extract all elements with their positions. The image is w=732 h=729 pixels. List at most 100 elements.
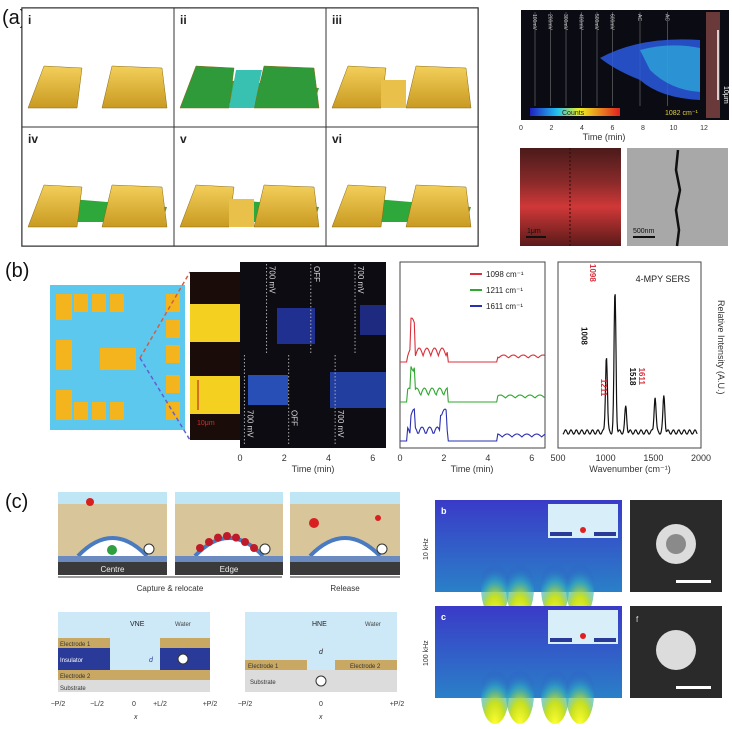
colorbar <box>530 108 620 116</box>
step-label: iii <box>332 13 342 27</box>
b-xtick: 4 <box>326 453 331 463</box>
time-mark-label: 500mV <box>593 14 599 31</box>
vne-xtick: +L/2 <box>153 701 167 708</box>
scale-bar <box>676 686 711 689</box>
spectrum-title: 4-MPY SERS <box>636 274 690 284</box>
b-traces: 1098 cm⁻¹ 1211 cm⁻¹ 1611 cm⁻¹ 0 2 4 6 Time (m… <box>397 261 546 474</box>
vne-electrode1: Electrode 1 <box>60 642 91 648</box>
hne-diagram: HNE Water Electrode 1 Electrode 2 Substr… <box>238 612 405 721</box>
vne-title: VNE <box>130 621 145 628</box>
vne-substrate: Substrate <box>60 686 86 692</box>
a-xtick: 8 <box>641 125 645 132</box>
peak-label: 1611 <box>637 368 646 386</box>
b-heatmap: 700 mV OFF 700 mV 700 mV OFF 700 mV 0 2 4 6 Time… <box>237 262 386 474</box>
electrode-pad <box>166 375 180 393</box>
scene-release <box>290 492 400 575</box>
hne-title: HNE <box>312 621 327 628</box>
vne-xlabel: x <box>133 714 138 721</box>
micrograph <box>630 500 722 592</box>
spectrum-line <box>562 294 698 435</box>
vne-water: Water <box>175 622 191 628</box>
time-mark-label: AC <box>664 14 670 21</box>
heatmap-scale-label: 10μm <box>722 86 729 104</box>
vne-xtick: −L/2 <box>90 701 104 708</box>
bottom-mark-label: OFF <box>290 410 299 426</box>
a-xtick: 2 <box>550 125 554 132</box>
vne-insulator: Insulator <box>60 658 83 664</box>
traces-xtick: 0 <box>397 453 402 463</box>
time-mark-label: 100mV <box>531 14 537 31</box>
b-xtick: 2 <box>282 453 287 463</box>
panel-b-label: (b) <box>5 260 29 282</box>
bottom-mark-label: 700 mV <box>245 410 254 438</box>
top-mark-label: 700 mV <box>356 266 365 294</box>
top-mark-label: 700 mV <box>268 266 277 294</box>
vne-electrode2: Electrode 2 <box>60 674 91 680</box>
step-iv-panel: iv <box>21 126 175 247</box>
time-mark-label: 400mV <box>578 14 584 31</box>
step-iii-panel: iii <box>325 7 479 128</box>
caption-capture: Capture & relocate <box>137 584 204 593</box>
trace-line <box>400 366 546 403</box>
electrode-pad <box>92 402 106 420</box>
vne-xtick: +P/2 <box>203 701 218 708</box>
spectrum-xtick: 2000 <box>691 453 711 463</box>
time-mark-label: 300mV <box>562 14 568 31</box>
hne-electrode2: Electrode 2 <box>350 664 381 670</box>
vne-diagram: VNE Water Electrode 1 Insulator Electrod… <box>51 612 218 721</box>
step-vi-panel: vi <box>325 126 479 247</box>
colorbar-label: Counts <box>562 110 585 117</box>
chip-layout <box>50 271 191 441</box>
heatmap-side-image <box>706 12 720 118</box>
scene-label: Centre <box>100 565 125 574</box>
hne-water: Water <box>365 622 381 628</box>
hne-gap: d <box>319 649 324 656</box>
electrode-pad <box>166 402 180 420</box>
hne-substrate: Substrate <box>250 680 276 686</box>
zoom-scale-label: 10μm <box>197 420 215 427</box>
step-ii-panel: ii <box>173 7 327 128</box>
optical-scale-label: 1μm <box>527 228 541 235</box>
peak-label: 1518 <box>628 368 637 386</box>
micrograph: f <box>630 606 722 698</box>
a-xtick: 0 <box>519 125 523 132</box>
electrode-pad <box>166 320 180 338</box>
time-mark-label: AC <box>636 14 642 21</box>
peak-label: 1008 <box>579 327 588 345</box>
step-label: iv <box>28 132 38 146</box>
a-xtick: 10 <box>670 125 678 132</box>
step-label: ii <box>180 13 187 27</box>
sem-image: 500nm <box>627 148 728 247</box>
spectrum-ylabel: Relative Intensity (A.U.) <box>716 300 726 395</box>
hne-xlabel: x <box>318 714 323 721</box>
legend-label: 1211 cm⁻¹ <box>486 286 523 295</box>
electrode-pad <box>56 294 72 320</box>
vne-xtick: 0 <box>132 701 136 708</box>
b-spectrum: 4-MPY SERS 1008 1098 1211 1518 1611 500 1000 1… <box>550 261 726 474</box>
optical-image: 1μm <box>520 148 621 246</box>
bottom-mark-label: 700 mV <box>336 410 345 438</box>
scale-bar <box>676 580 711 583</box>
peak-label: 1211 <box>599 379 608 397</box>
a-xtick: 4 <box>580 125 584 132</box>
spectrum-xtick: 1000 <box>596 453 616 463</box>
trace-line <box>400 317 546 363</box>
spectrum-xlabel: Wavenumber (cm⁻¹) <box>589 464 670 474</box>
electrode-pad <box>74 294 88 312</box>
traces-xtick: 2 <box>441 453 446 463</box>
panel-c-label: (c) <box>5 491 28 513</box>
spectrum-xtick: 1500 <box>643 453 663 463</box>
top-mark-label: OFF <box>312 266 321 282</box>
b-xtick: 6 <box>370 453 375 463</box>
electrode-pad <box>56 390 72 420</box>
step-i-panel: i <box>21 7 175 128</box>
legend-label: 1098 cm⁻¹ <box>486 270 524 279</box>
step-label: i <box>28 13 31 27</box>
scene-centre: Centre <box>58 492 167 575</box>
hne-xtick: +P/2 <box>390 701 405 708</box>
time-mark-label: 600mV <box>609 14 615 31</box>
vne-xtick: −P/2 <box>51 701 66 708</box>
sim-frequency: 10 kHz <box>423 538 430 560</box>
panel-a-label: (a) <box>2 7 26 29</box>
